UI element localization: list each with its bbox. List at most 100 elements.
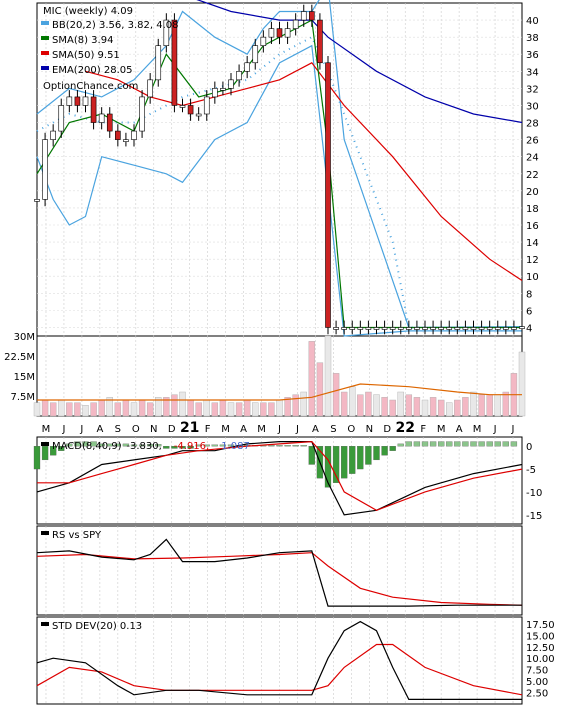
volume-bar (219, 399, 227, 417)
price-candle (373, 327, 380, 330)
rs-legend-swatch (41, 531, 49, 535)
macd-legend-swatch (41, 442, 49, 446)
price-candle (106, 113, 113, 132)
price-y-tick: 12 (526, 255, 539, 266)
macd-value: -3.830, (126, 441, 161, 452)
macd-value: 1.087 (221, 441, 250, 452)
macd-histogram-bar (82, 441, 89, 447)
volume-bar (437, 399, 445, 417)
legend-label: SMA(8) 3.94 (52, 35, 113, 46)
volume-y-tick: 22.5M (4, 352, 35, 363)
volume-bar (349, 386, 356, 417)
x-tick-label: D (383, 424, 391, 435)
volume-bar (98, 399, 105, 417)
price-candle (357, 327, 364, 330)
price-candle (115, 130, 121, 140)
price-candle (187, 105, 194, 115)
volume-bar (114, 402, 122, 417)
macd-histogram-bar (171, 446, 178, 449)
macd-histogram-bar (106, 443, 113, 447)
price-y-tick: 14 (526, 238, 539, 249)
price-candle (389, 327, 396, 330)
volume-bar (518, 351, 526, 417)
volume-bar (243, 399, 251, 417)
volume-bar (502, 391, 510, 417)
x-tick-label: 22 (395, 420, 414, 436)
volume-bar (340, 391, 348, 417)
x-tick-label: A (240, 424, 247, 435)
volume-bar (276, 399, 283, 417)
price-candle (519, 326, 525, 329)
volume-bar (130, 402, 138, 417)
price-candle (381, 327, 388, 330)
price-candle (236, 71, 242, 81)
bb-upper-line (36, 0, 523, 329)
macd-histogram-bar (74, 441, 81, 447)
macd-histogram-bar (332, 446, 340, 483)
macd-histogram-bar (429, 441, 437, 447)
macd-histogram-bar (357, 446, 364, 470)
volume-bar (82, 405, 89, 417)
macd-histogram-bar (300, 445, 307, 447)
macd-histogram-bar (66, 443, 73, 447)
volume-bar (332, 373, 340, 417)
volume-bar (187, 399, 194, 417)
price-candle (42, 139, 48, 200)
ema200-line (196, 0, 523, 124)
macd-histogram-bar (446, 441, 453, 447)
macd-histogram-bar (494, 441, 501, 447)
volume-bar (421, 399, 429, 417)
std-y-tick: 5.00 (526, 677, 548, 688)
price-candle (284, 28, 291, 38)
x-tick-label: 21 (180, 420, 199, 436)
rs-line (36, 538, 522, 607)
price-candle (276, 28, 283, 38)
volume-bar (138, 399, 146, 417)
macd-histogram-bar (462, 441, 469, 447)
macd-y-tick: 0 (526, 442, 532, 453)
volume-bar (163, 397, 170, 417)
volume-average-line (37, 383, 522, 401)
legend-swatch (41, 51, 49, 55)
volume-bar (373, 394, 380, 417)
legend-swatch (41, 21, 49, 25)
x-tick-label: N (150, 424, 157, 435)
price-candle (98, 113, 105, 123)
price-candle (333, 327, 339, 330)
macd-histogram-bar (138, 444, 146, 447)
macd-histogram-bar (163, 446, 170, 449)
price-candle (494, 327, 501, 330)
macd-label: MACD(8,40,9) (52, 441, 122, 452)
volume-bar (155, 397, 162, 417)
macd-histogram-bar (454, 441, 461, 447)
price-candle (511, 327, 517, 330)
volume-bar (405, 394, 413, 417)
x-tick-label: M (473, 424, 482, 435)
macd-histogram-bar (292, 445, 299, 447)
bb-lower-line (36, 44, 522, 337)
macd-histogram-bar (365, 446, 372, 465)
volume-bar (413, 397, 421, 417)
price-candle (300, 11, 307, 21)
volume-bar (146, 402, 154, 417)
macd-histogram-bar (41, 446, 49, 461)
macd-histogram-bar (510, 441, 518, 447)
volume-bar (292, 394, 299, 417)
volume-bar (203, 399, 210, 417)
price-candle (220, 88, 226, 91)
macd-histogram-bar (58, 446, 65, 451)
source-label: OptionChance.com (43, 81, 138, 92)
macd-histogram-bar (276, 445, 283, 447)
macd-y-tick: -10 (526, 488, 542, 499)
price-candle (446, 327, 453, 330)
volume-bar (357, 394, 364, 417)
volume-y-tick: 30M (14, 332, 35, 343)
price-candle (74, 96, 81, 106)
volume-bar (308, 341, 316, 417)
price-candle (462, 327, 469, 330)
x-tick-label: J (61, 424, 65, 435)
volume-bar (227, 402, 235, 417)
x-tick-label: M (42, 424, 51, 435)
legend-swatch (41, 66, 49, 70)
